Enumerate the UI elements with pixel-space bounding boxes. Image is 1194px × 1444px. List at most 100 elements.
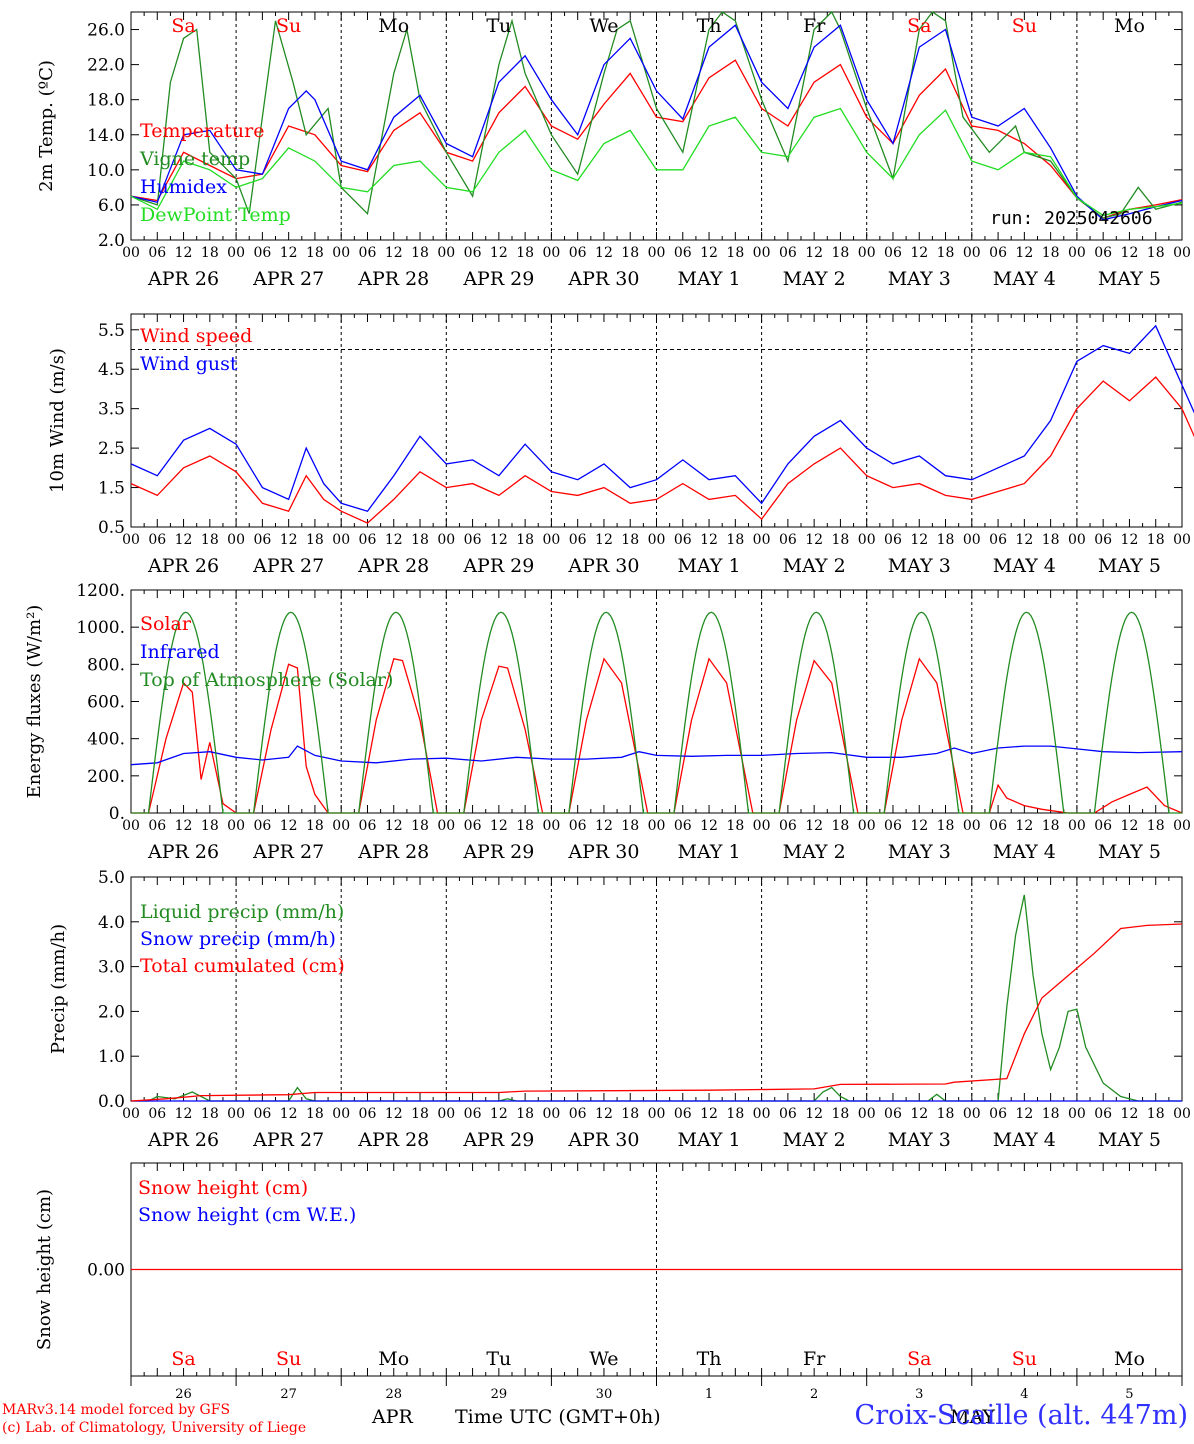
y-axis-label: 2m Temp. (ºC) — [36, 60, 57, 192]
day-abbr: Sa — [171, 15, 195, 37]
x-hour-label: 18 — [1042, 818, 1060, 834]
x-hour-label: 18 — [937, 245, 955, 261]
x-hour-label: 00 — [1068, 245, 1086, 261]
x-hour-label: 12 — [490, 1106, 508, 1122]
y-tick-label: 22.0 — [87, 56, 125, 76]
x-hour-label: 18 — [832, 245, 850, 261]
day-number: 2 — [810, 1387, 818, 1402]
legend-entry: Humidex — [140, 176, 227, 198]
x-hour-label: 18 — [1147, 1106, 1165, 1122]
x-hour-label: 00 — [227, 532, 245, 548]
day-number: 27 — [280, 1387, 297, 1402]
x-hour-label: 12 — [1121, 1106, 1139, 1122]
day-number: 30 — [596, 1387, 613, 1402]
x-date-label: MAY 4 — [993, 841, 1056, 863]
x-hour-label: 06 — [1094, 245, 1112, 261]
x-hour-label: 06 — [884, 818, 902, 834]
x-hour-label: 00 — [437, 245, 455, 261]
x-hour-label: 12 — [805, 532, 823, 548]
y-tick-label: 4.0 — [98, 913, 125, 933]
y-tick-label: 5.5 — [98, 321, 125, 341]
x-date-label: APR 29 — [462, 268, 534, 290]
y-tick-label: 6.0 — [98, 196, 125, 216]
x-hour-label: 06 — [1094, 1106, 1112, 1122]
series-line — [130, 376, 1194, 524]
x-date-label: APR 28 — [357, 555, 429, 577]
x-hour-label: 18 — [411, 245, 429, 261]
x-hour-label: 12 — [1015, 818, 1033, 834]
x-hour-label: 18 — [411, 532, 429, 548]
x-hour-label: 00 — [542, 818, 560, 834]
x-hour-label: 12 — [700, 818, 718, 834]
x-hour-label: 12 — [175, 532, 193, 548]
x-hour-label: 12 — [385, 1106, 403, 1122]
series-line — [130, 24, 1183, 221]
day-abbr: Tu — [486, 15, 511, 37]
x-hour-label: 18 — [201, 532, 219, 548]
x-hour-label: 18 — [937, 532, 955, 548]
x-hour-label: 00 — [858, 245, 876, 261]
series-line — [130, 324, 1194, 512]
x-date-label: MAY 4 — [993, 555, 1056, 577]
y-tick-label: 3.5 — [98, 400, 125, 420]
x-hour-label: 00 — [1173, 1106, 1191, 1122]
y-tick-label: 0.00 — [87, 1261, 125, 1281]
x-hour-label: 06 — [253, 1106, 271, 1122]
x-hour-label: 00 — [753, 532, 771, 548]
x-hour-label: 12 — [280, 245, 298, 261]
x-hour-label: 00 — [437, 532, 455, 548]
day-abbr: Mo — [378, 15, 409, 37]
x-hour-label: 12 — [490, 818, 508, 834]
x-hour-label: 00 — [332, 245, 350, 261]
x-hour-label: 18 — [516, 532, 534, 548]
x-hour-label: 12 — [1015, 532, 1033, 548]
x-hour-label: 12 — [910, 245, 928, 261]
x-date-label: MAY 2 — [783, 555, 846, 577]
legend-entry: DewPoint Temp — [140, 204, 291, 226]
x-hour-label: 00 — [437, 1106, 455, 1122]
x-hour-label: 18 — [832, 1106, 850, 1122]
x-hour-label: 12 — [1121, 245, 1139, 261]
x-hour-label: 06 — [359, 818, 377, 834]
x-hour-label: 06 — [1094, 532, 1112, 548]
x-hour-label: 12 — [595, 532, 613, 548]
x-hour-label: 06 — [253, 818, 271, 834]
y-tick-label: 1000. — [76, 618, 125, 638]
x-hour-label: 06 — [148, 1106, 166, 1122]
x-date-label: MAY 5 — [1098, 555, 1161, 577]
x-hour-label: 12 — [910, 532, 928, 548]
y-tick-label: 400. — [87, 730, 125, 750]
x-hour-label: 18 — [411, 1106, 429, 1122]
month-label-apr: APR — [372, 1406, 413, 1428]
day-number: 5 — [1125, 1387, 1133, 1402]
day-abbr: Fr — [803, 15, 826, 37]
x-hour-label: 00 — [437, 818, 455, 834]
x-hour-label: 00 — [1173, 532, 1191, 548]
x-hour-label: 00 — [963, 532, 981, 548]
month-label-may: MAY — [950, 1406, 995, 1428]
day-abbr: Su — [1012, 1348, 1037, 1370]
day-abbr: Th — [697, 1348, 722, 1370]
x-hour-label: 06 — [464, 245, 482, 261]
x-hour-label: 06 — [989, 245, 1007, 261]
legend-entry: Temperature — [140, 120, 264, 142]
y-tick-label: 5.0 — [98, 868, 125, 888]
x-hour-label: 18 — [1147, 818, 1165, 834]
x-hour-label: 18 — [1042, 1106, 1060, 1122]
legend-entry: Liquid precip (mm/h) — [140, 901, 344, 923]
x-hour-label: 06 — [569, 245, 587, 261]
x-hour-label: 06 — [253, 532, 271, 548]
x-hour-label: 12 — [595, 818, 613, 834]
panel-1: 26.0 22.0 18.0 14.0 10.0 6.0 2.0 2m Temp. (ºC) 0… — [36, 10, 1191, 290]
x-hour-label: 18 — [201, 818, 219, 834]
x-hour-label: 12 — [385, 818, 403, 834]
x-hour-label: 00 — [858, 532, 876, 548]
x-hour-label: 18 — [937, 1106, 955, 1122]
x-hour-label: 12 — [175, 1106, 193, 1122]
y-tick-label: 10.0 — [87, 161, 125, 181]
x-hour-label: 00 — [542, 245, 560, 261]
x-hour-label: 12 — [280, 532, 298, 548]
x-hour-label: 12 — [700, 532, 718, 548]
y-tick-label: 600. — [87, 693, 125, 713]
